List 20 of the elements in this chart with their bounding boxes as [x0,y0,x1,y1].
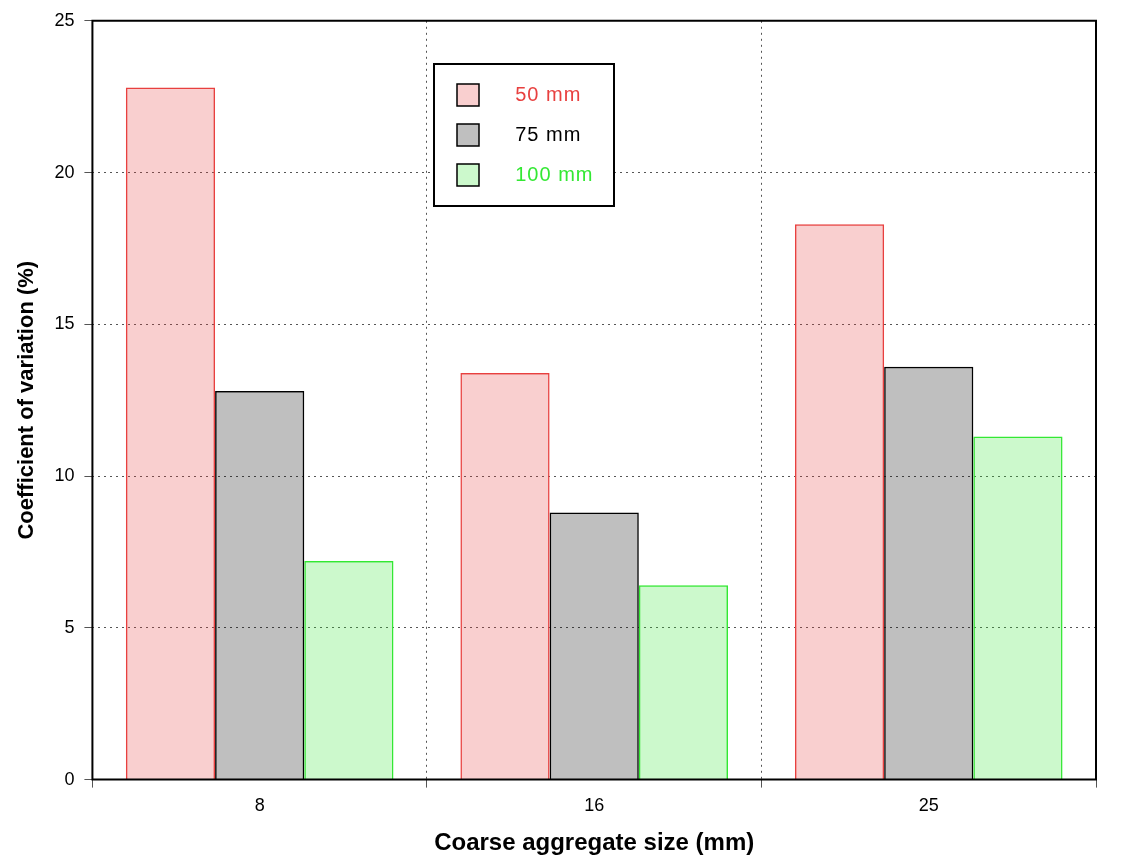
bar [304,561,394,780]
y-tick-label: 20 [54,161,75,182]
bar [125,87,216,780]
y-tick-label: 15 [54,313,75,334]
x-tick-label: 16 [584,795,605,816]
y-tick-label: 5 [64,616,75,637]
bar [460,372,550,780]
y-axis-title: Coefficient of variation (%) [13,260,39,540]
legend-label: 75 mm [515,123,582,147]
y-tick-label: 10 [54,465,75,486]
legend-label: 50 mm [515,83,582,107]
bar [794,224,885,780]
bar [638,585,729,780]
x-tick-label: 25 [918,795,939,816]
y-tick-label: 0 [64,768,75,789]
x-axis-title: Coarse aggregate size (mm) [434,828,755,856]
bar [973,436,1063,780]
legend-label: 100 mm [515,163,594,187]
x-tick-label: 8 [254,795,265,816]
y-tick-label: 25 [54,9,75,30]
